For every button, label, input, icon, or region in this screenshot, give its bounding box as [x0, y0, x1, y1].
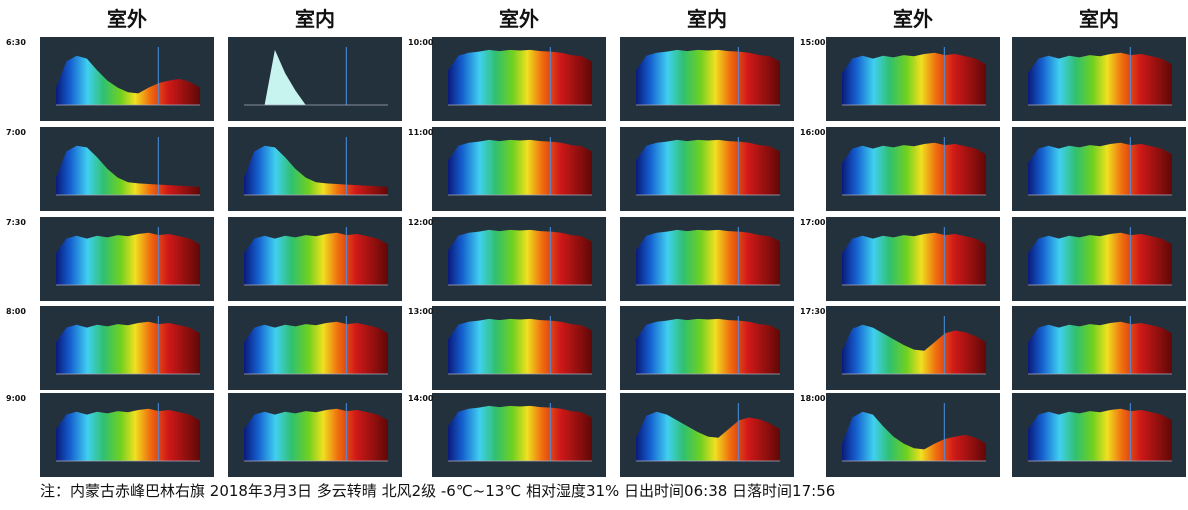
time-label: 7:00	[6, 128, 26, 137]
time-label: 18:00	[800, 394, 826, 403]
time-label: 8:00	[6, 307, 26, 316]
time-label: 15:00	[800, 38, 826, 47]
column-header: 室外	[893, 7, 933, 31]
spectrum	[1028, 53, 1172, 105]
column-header: 室外	[107, 7, 147, 31]
spectrum	[636, 230, 780, 285]
column-header: 室外	[499, 7, 539, 31]
spectrum	[448, 406, 592, 461]
spectrum	[1028, 409, 1172, 461]
spectrum	[842, 143, 986, 195]
time-label: 9:00	[6, 394, 26, 403]
time-label: 16:00	[800, 128, 826, 137]
spectrum	[1028, 143, 1172, 195]
spectrum	[448, 140, 592, 195]
spectrum	[244, 322, 388, 374]
spectrum	[56, 322, 200, 374]
time-label: 17:00	[800, 218, 826, 227]
spectrum	[244, 409, 388, 461]
spectrum	[448, 319, 592, 374]
time-label: 6:30	[6, 38, 26, 47]
spectrum	[1028, 322, 1172, 374]
spectrum	[636, 319, 780, 374]
time-label: 7:30	[6, 218, 26, 227]
time-label: 12:00	[408, 218, 434, 227]
time-label: 17:30	[800, 307, 826, 316]
time-label: 10:00	[408, 38, 434, 47]
spectrum	[842, 53, 986, 105]
spectrum	[636, 50, 780, 105]
spectrum-panel	[228, 37, 402, 121]
spectrum	[636, 140, 780, 195]
column-header: 室内	[295, 7, 335, 31]
column-header: 室内	[1079, 7, 1119, 31]
time-label: 13:00	[408, 307, 434, 316]
spectrum	[244, 233, 388, 285]
spectrum	[448, 50, 592, 105]
spectrum	[56, 409, 200, 461]
spectrum	[842, 233, 986, 285]
time-label: 14:00	[408, 394, 434, 403]
spectrum	[448, 230, 592, 285]
footer-note: 注：内蒙古赤峰巴林右旗 2018年3月3日 多云转晴 北风2级 -6℃~13℃ …	[40, 482, 835, 500]
figure: 注：内蒙古赤峰巴林右旗 2018年3月3日 多云转晴 北风2级 -6℃~13℃ …	[0, 0, 1188, 510]
column-header: 室内	[687, 7, 727, 31]
spectrum	[1028, 233, 1172, 285]
spectrum	[56, 233, 200, 285]
time-label: 11:00	[408, 128, 434, 137]
